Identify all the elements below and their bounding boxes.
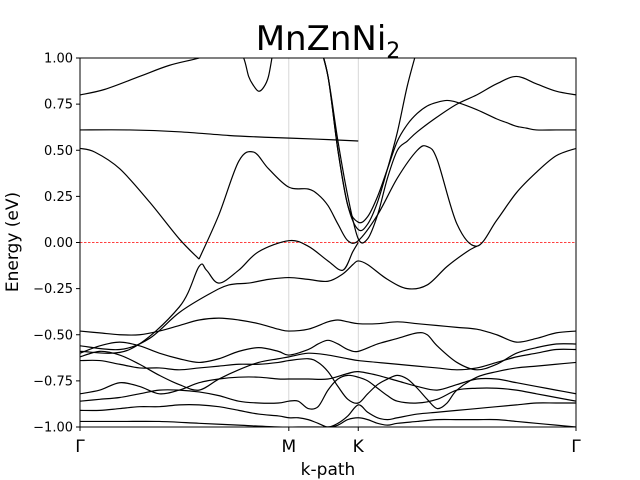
band-line-13	[80, 358, 576, 410]
y-tick-label: −0.50	[33, 328, 73, 343]
title-main: MnZnNi	[256, 19, 387, 59]
y-tick-label: −0.25	[33, 282, 73, 297]
chart-title: MnZnNi2	[256, 19, 401, 64]
band-line-8	[323, 58, 576, 224]
y-tick-label: −0.75	[33, 374, 73, 389]
y-tick-label: −1.00	[33, 421, 73, 436]
band-line-17	[80, 417, 576, 427]
x-axis-label: k-path	[301, 460, 356, 480]
band-line-11	[80, 332, 576, 371]
y-tick-label: 0.75	[44, 98, 73, 113]
y-tick-label: 0.50	[44, 144, 73, 159]
band-line-10	[322, 58, 576, 244]
band-line-3	[80, 147, 200, 260]
band-lines	[80, 58, 576, 427]
band-line-9	[323, 58, 416, 232]
band-line-0	[80, 58, 202, 96]
band-line-5	[80, 239, 359, 354]
x-tick-label: Γ	[571, 437, 581, 457]
y-tick-label: 0.25	[44, 190, 73, 205]
band-line-14	[80, 370, 576, 395]
band-line-15	[80, 374, 576, 410]
kpoint-gridlines	[288, 58, 359, 427]
x-tick-label: Γ	[75, 437, 85, 457]
band-line-12	[80, 348, 576, 391]
band-line-6	[80, 245, 478, 351]
band-line-7	[80, 317, 576, 343]
y-axis-ticks: −1.00 −0.75 −0.50 −0.25 0.00 0.25 0.50 0.75 1.00	[33, 52, 80, 436]
y-tick-label: 1.00	[44, 52, 73, 67]
x-tick-label: K	[353, 437, 365, 457]
y-tick-label: 0.00	[44, 236, 73, 251]
x-tick-label: M	[281, 437, 296, 457]
title-subscript: 2	[386, 39, 400, 64]
band-line-2	[243, 58, 273, 92]
y-axis-label: Energy (eV)	[3, 192, 23, 292]
band-line-4	[198, 145, 576, 260]
band-line-16	[80, 402, 576, 427]
band-line-1	[80, 129, 359, 142]
